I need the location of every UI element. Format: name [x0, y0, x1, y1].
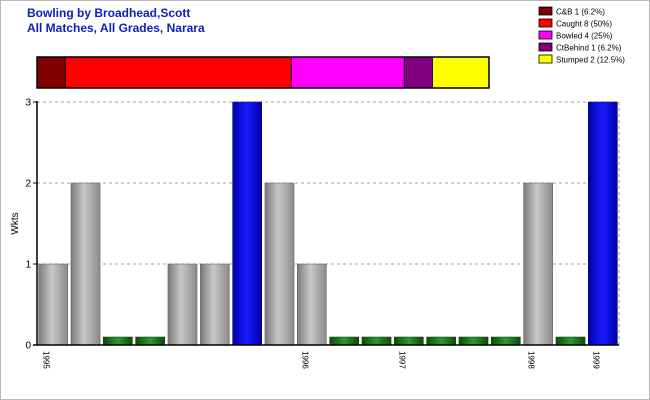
chart-subtitle: All Matches, All Grades, Narara [27, 21, 205, 35]
bar-zero [135, 336, 165, 346]
bar-zero [361, 336, 392, 346]
x-tick-label: 1998 [527, 351, 536, 369]
dismissal-segment [36, 56, 66, 89]
legend-label: CtBehind 1 (6.2%) [556, 44, 622, 53]
dismissal-segment [432, 56, 490, 89]
legend-swatch [538, 6, 553, 16]
bar-zero [103, 336, 133, 346]
bar-zero [394, 336, 424, 346]
bar-zero [329, 336, 359, 346]
legend-label: Caught 8 (50%) [556, 20, 612, 29]
bar [167, 263, 198, 346]
bar-zero [491, 336, 521, 346]
bar-highlight [232, 101, 262, 346]
x-tick-label: 1997 [397, 351, 406, 369]
legend-swatch [538, 18, 553, 28]
y-tick-label: 0 [25, 341, 31, 352]
bar [200, 263, 230, 346]
dismissal-segment [290, 56, 405, 89]
legend-label: Stumped 2 (12.5%) [556, 56, 625, 65]
y-tick-label: 2 [25, 179, 31, 190]
legend-swatch [538, 42, 553, 52]
bar-zero [458, 336, 489, 346]
dismissal-segment [403, 56, 433, 89]
bar-zero [426, 336, 456, 346]
bar [264, 182, 295, 346]
bar [523, 182, 553, 346]
legend-swatch [538, 30, 553, 40]
y-tick-label: 1 [25, 260, 31, 271]
legend-swatch [538, 54, 553, 64]
y-tick-label: 3 [25, 98, 31, 109]
bar [38, 263, 68, 346]
dismissal-segment [64, 56, 292, 89]
bar-highlight [588, 101, 618, 346]
legend-label: C&B 1 (6.2%) [556, 8, 605, 17]
x-tick-label: 1995 [42, 351, 51, 369]
x-tick-label: 1999 [591, 351, 600, 369]
legend-label: Bowled 4 (25%) [556, 32, 613, 41]
dismissal-bar-outline [36, 56, 490, 89]
bar-zero [555, 336, 586, 346]
y-axis-label: Wkts [10, 212, 21, 234]
bar [297, 263, 327, 346]
x-tick-label: 1996 [300, 351, 309, 369]
bar [70, 182, 101, 346]
chart-title: Bowling by Broadhead,Scott [27, 6, 191, 20]
